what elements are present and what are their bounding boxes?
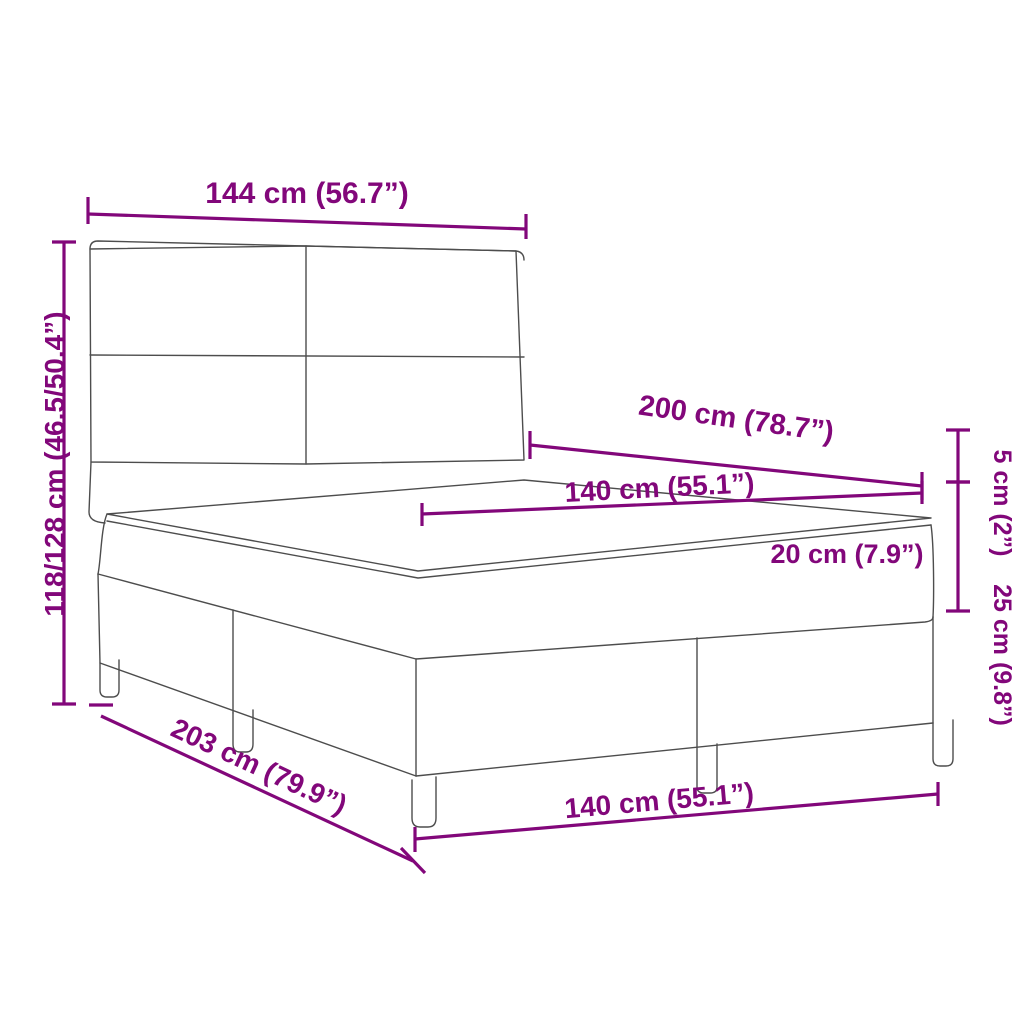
svg-text:144 cm (56.7”): 144 cm (56.7”) — [205, 177, 408, 210]
svg-text:20 cm (7.9”): 20 cm (7.9”) — [770, 539, 923, 569]
svg-text:118/128 cm (46.5/50.4”): 118/128 cm (46.5/50.4”) — [39, 311, 70, 616]
svg-text:25 cm (9.8”): 25 cm (9.8”) — [988, 584, 1016, 726]
svg-text:5 cm (2”): 5 cm (2”) — [988, 450, 1016, 557]
